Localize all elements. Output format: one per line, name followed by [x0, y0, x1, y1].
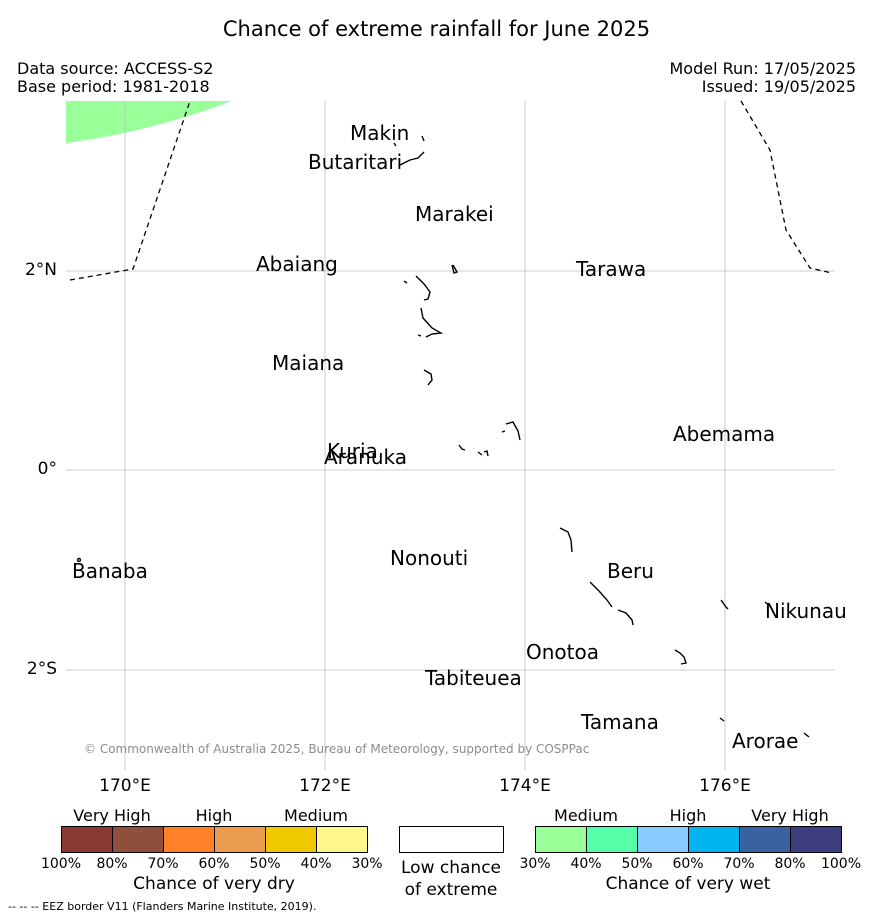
- lat-tick-label: 0°: [37, 459, 57, 479]
- low-chance-swatch: [399, 826, 504, 853]
- place-label-marakei: Marakei: [415, 201, 494, 226]
- wet-category-label: High: [669, 806, 707, 825]
- wet-tick-label: 100%: [820, 856, 862, 872]
- eez-footnote: -- -- -- EEZ border V11 (Flanders Marine…: [8, 900, 317, 913]
- place-label-nonouti: Nonouti: [390, 545, 469, 570]
- wet-color-cell: [790, 826, 842, 853]
- island-marakei: [451, 264, 459, 274]
- island-nikunau: [764, 601, 774, 612]
- island-makin: [393, 135, 425, 147]
- data-source-text: Data source: ACCESS-S2: [17, 59, 214, 78]
- island-abemama: [501, 421, 521, 441]
- wet-tick-label: 30%: [519, 856, 551, 872]
- wet-color-cell: [586, 826, 638, 853]
- place-label-tamana: Tamana: [581, 710, 659, 735]
- map-gridlines: [66, 101, 835, 770]
- island-butaritari: [399, 151, 425, 166]
- wet-area-shading: [66, 101, 232, 143]
- wet-category-label: Medium: [554, 806, 618, 825]
- island-beru: [720, 599, 729, 610]
- island-banaba: [76, 557, 82, 563]
- island-tarawa: [417, 307, 444, 338]
- island-arorae: [803, 732, 810, 738]
- place-label-tarawa: Tarawa: [576, 257, 647, 282]
- dry-category-label: Medium: [284, 806, 348, 825]
- map-title: Chance of extreme rainfall for June 2025: [222, 17, 651, 41]
- dry-tick-label: 70%: [147, 856, 179, 872]
- data-info: Data source: ACCESS-S2 Base period: 1981…: [17, 60, 213, 96]
- low-chance-label: Low chance of extreme: [401, 858, 501, 900]
- dry-tick-label: 60%: [198, 856, 230, 872]
- place-label-beru: Beru: [607, 558, 654, 583]
- eez-border-west: [69, 100, 191, 281]
- place-label-kuria: Kuria: [327, 439, 378, 464]
- place-label-butaritari: Butaritari: [308, 149, 403, 174]
- base-period-text: Base period: 1981-2018: [17, 77, 210, 96]
- dry-color-cell: [61, 826, 113, 853]
- dry-color-cell: [112, 826, 164, 853]
- dry-tick-label: 100%: [40, 856, 82, 872]
- island-maiana: [423, 369, 433, 386]
- wet-color-cell: [739, 826, 791, 853]
- rainfall-map: [66, 100, 835, 770]
- wet-tick-label: 50%: [621, 856, 653, 872]
- place-label-nikunau: Nikunau: [765, 598, 847, 623]
- island-tabiteuea: [589, 581, 634, 626]
- wet-color-cell: [688, 826, 740, 853]
- dry-color-cell: [214, 826, 266, 853]
- lat-tick-label: 2°S: [26, 658, 57, 679]
- eez-borders: [69, 100, 833, 281]
- wet-color-cell: [637, 826, 689, 853]
- copyright-notice: © Commonwealth of Australia 2025, Bureau…: [84, 742, 590, 756]
- place-label-abaiang: Abaiang: [256, 252, 338, 277]
- place-label-maiana: Maiana: [272, 351, 345, 376]
- wet-tick-label: 40%: [570, 856, 602, 872]
- island-outlines: [76, 135, 810, 738]
- place-label-makin: Makin: [350, 120, 410, 145]
- lat-tick-label: 2°N: [24, 259, 57, 280]
- place-label-abemama: Abemama: [673, 422, 776, 447]
- dry-tick-label: 30%: [351, 856, 383, 872]
- dry-category-label: High: [195, 806, 233, 825]
- dry-title: Chance of very dry: [133, 874, 295, 894]
- eez-border-east: [740, 100, 833, 274]
- island-onotoa: [674, 649, 687, 665]
- model-run-text: Model Run: 17/05/2025: [669, 59, 857, 78]
- run-info: Model Run: 17/05/2025 Issued: 19/05/2025: [670, 60, 857, 96]
- place-label-aranuka: Aranuka: [324, 445, 407, 470]
- lon-tick-label: 170°E: [99, 776, 151, 796]
- dry-color-cell: [316, 826, 368, 853]
- dry-color-cell: [265, 826, 317, 853]
- wet-tick-label: 60%: [672, 856, 704, 872]
- island-aranuka: [477, 450, 489, 457]
- place-label-banaba: Banaba: [72, 558, 148, 583]
- island-nonouti: [559, 527, 573, 553]
- wet-color-cell: [535, 826, 587, 853]
- lon-tick-label: 174°E: [499, 776, 551, 796]
- lon-tick-label: 176°E: [699, 776, 751, 796]
- island-kuria: [458, 444, 466, 451]
- place-label-arorae: Arorae: [732, 729, 799, 754]
- dry-tick-label: 40%: [300, 856, 332, 872]
- wet-tick-label: 80%: [774, 856, 806, 872]
- dry-category-label: Very High: [73, 806, 151, 825]
- dry-color-cell: [163, 826, 215, 853]
- dry-tick-label: 80%: [96, 856, 128, 872]
- dry-tick-label: 50%: [249, 856, 281, 872]
- wet-tick-label: 70%: [723, 856, 755, 872]
- place-label-onotoa: Onotoa: [526, 639, 599, 664]
- place-label-tabiteuea: Tabiteuea: [425, 665, 522, 690]
- island-abaiang: [403, 275, 431, 301]
- issued-text: Issued: 19/05/2025: [701, 77, 856, 96]
- island-tamana: [719, 717, 725, 722]
- lon-tick-label: 172°E: [299, 776, 351, 796]
- wet-category-label: Very High: [751, 806, 829, 825]
- wet-title: Chance of very wet: [605, 874, 771, 894]
